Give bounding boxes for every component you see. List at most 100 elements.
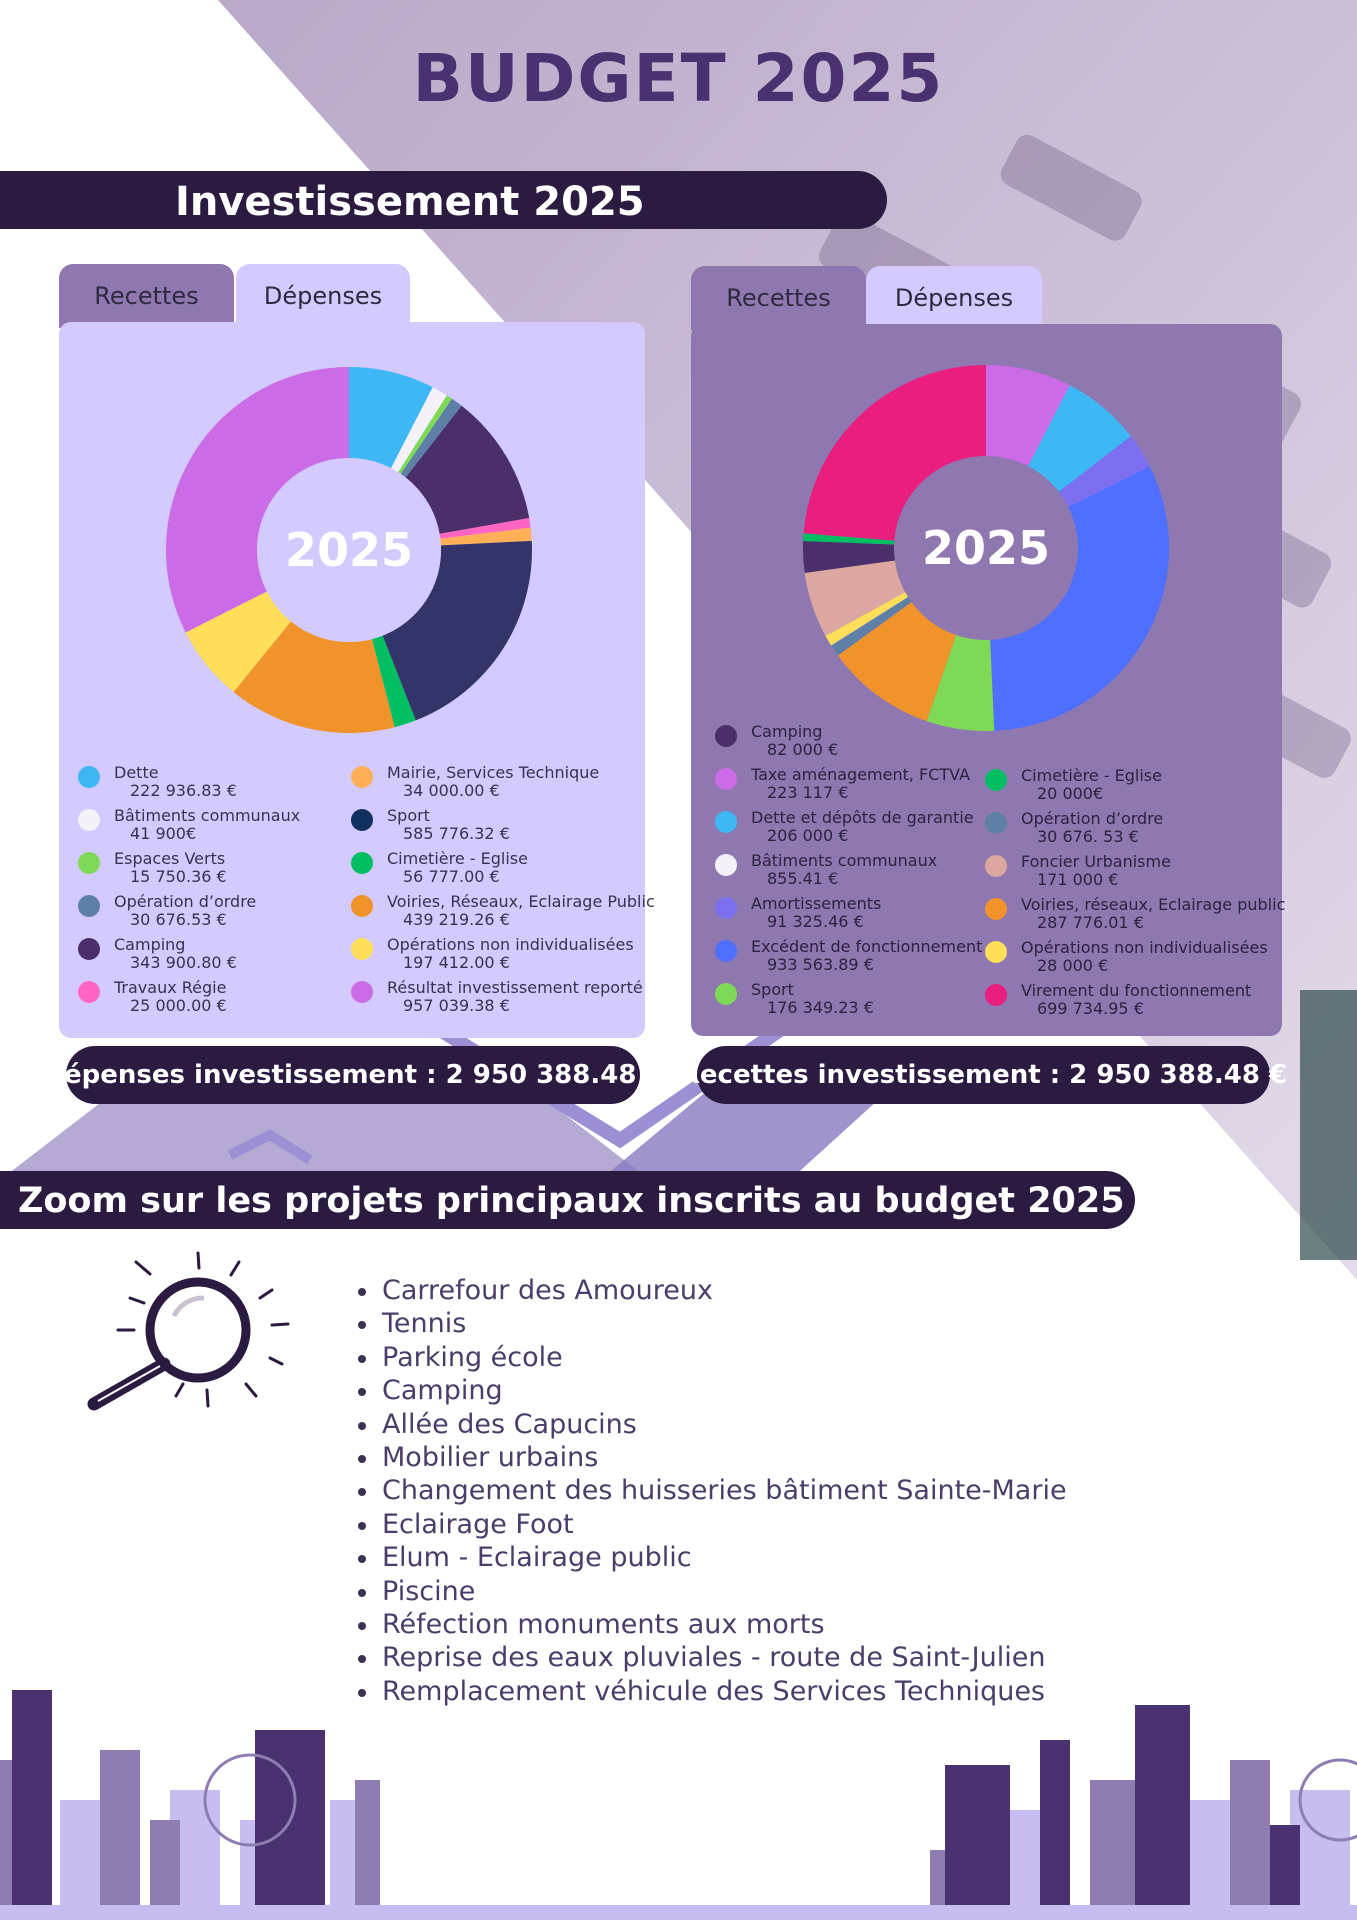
tab-recettes[interactable]: Recettes: [691, 266, 866, 330]
project-item: Eclairage Foot: [352, 1508, 1067, 1541]
project-item: Mobilier urbains: [352, 1441, 1067, 1474]
bullet-icon: [358, 1688, 366, 1697]
legend-label: Travaux Régie: [114, 978, 227, 997]
recettes-panel: Recettes Dépenses 2025 Camping 82 000 € Ta…: [691, 266, 1285, 1036]
legend-swatch: [715, 854, 737, 876]
tab-recettes[interactable]: Recettes: [59, 264, 234, 328]
project-label: Allée des Capucins: [382, 1408, 637, 1440]
legend-value: 439 219.26 €: [403, 910, 510, 929]
bullet-icon: [358, 1421, 366, 1430]
page-title: BUDGET 2025: [412, 40, 945, 117]
legend-value: 176 349.23 €: [767, 998, 874, 1017]
donut-slice-camping: [803, 541, 895, 573]
tab-depenses[interactable]: Dépenses: [236, 264, 410, 328]
section-title: Investissement 2025: [175, 179, 645, 225]
donut-slice-travaux-regie: [439, 518, 531, 539]
project-item: Changement des huisseries bâtiment Saint…: [352, 1474, 1067, 1507]
legend-value: 287 776.01 €: [1037, 913, 1144, 932]
legend-value: 34 000.00 €: [403, 781, 500, 800]
project-label: Remplacement véhicule des Services Techn…: [382, 1675, 1046, 1707]
legend-label: Opération d’ordre: [114, 892, 257, 911]
tab-depenses[interactable]: Dépenses: [866, 266, 1042, 330]
legend-swatch: [78, 766, 100, 788]
legend-swatch: [985, 855, 1007, 877]
bullet-icon: [358, 1588, 366, 1597]
donut-slice-voiries-reseaux-eclairage-public: [837, 602, 957, 722]
legend-label: Virement du fonctionnement: [1021, 981, 1252, 1000]
project-item: Camping: [352, 1374, 1067, 1407]
legend-swatch: [78, 895, 100, 917]
depenses-card: 2025 Dette 222 936.83 € Bâtiments communau…: [59, 322, 655, 1038]
legend-label: Opérations non individualisées: [387, 935, 634, 954]
donut-slice-operation-d-ordre: [831, 597, 912, 656]
project-label: Changement des huisseries bâtiment Saint…: [382, 1475, 1067, 1507]
legend-label: Taxe aménagement, FCTVA: [751, 765, 971, 784]
bullet-icon: [358, 1655, 366, 1664]
donut-slice-resultat-investissement-reporte: [166, 367, 349, 633]
bullet-icon: [358, 1521, 366, 1530]
legend-swatch: [985, 812, 1007, 834]
section-banner-zoom: Zoom sur les projets principaux inscrits…: [0, 1171, 1135, 1229]
bullet-icon: [358, 1388, 366, 1397]
depenses-panel: Recettes Dépenses 2025 Dette 222 936.83 €…: [59, 264, 655, 1038]
legend-label: Mairie, Services Technique: [387, 763, 600, 782]
legend-value: 91 325.46 €: [767, 912, 864, 931]
bullet-icon: [358, 1354, 366, 1363]
legend-value: 28 000 €: [1037, 956, 1109, 975]
legend-value: 56 777.00 €: [403, 867, 500, 886]
donut-slice-cimetiere-eglise: [803, 533, 895, 545]
legend-label: Bâtiments communaux: [751, 851, 938, 870]
project-item: Parking école: [352, 1341, 1067, 1374]
legend-value: 25 000.00 €: [130, 996, 227, 1015]
legend-value: 206 000 €: [767, 826, 849, 845]
donut-slice-voiries-reseaux-eclairage-public: [233, 621, 395, 733]
magnifier-icon: [87, 1251, 290, 1411]
donut-slice-excedent-de-fonctionnement: [990, 466, 1169, 731]
legend-label: Cimetière - Eglise: [387, 849, 528, 868]
project-label: Mobilier urbains: [382, 1442, 599, 1474]
donut-slice-sport: [382, 540, 532, 721]
legend-label: Dette et dépôts de garantie: [751, 808, 974, 827]
legend-label: Opérations non individualisées: [1021, 938, 1268, 957]
project-item: Piscine: [352, 1575, 1067, 1608]
project-label: Carrefour des Amoureux: [382, 1275, 713, 1306]
project-label: Elum - Eclairage public: [382, 1542, 692, 1574]
legend-value: 223 117 €: [767, 783, 849, 802]
legend-swatch: [715, 768, 737, 790]
project-item: Reprise des eaux pluviales - route de Sa…: [352, 1641, 1067, 1674]
donut-slice-operations-non-individualisees: [185, 591, 291, 692]
legend-swatch: [78, 852, 100, 874]
legend-swatch: [985, 941, 1007, 963]
legend-swatch: [78, 981, 100, 1003]
donut-slice-operations-non-individualisees: [825, 592, 909, 646]
project-item: Elum - Eclairage public: [352, 1541, 1067, 1574]
legend-swatch: [351, 895, 373, 917]
legend-label: Camping: [751, 722, 823, 741]
legend-label: Camping: [114, 935, 186, 954]
legend-swatch: [351, 981, 373, 1003]
donut-slice-batiments-communaux: [830, 596, 909, 646]
project-item: Allée des Capucins: [352, 1408, 1067, 1441]
project-list: Carrefour des Amoureux Tennis Parking écol…: [352, 1274, 1067, 1708]
legend-label: Excédent de fonctionnement: [751, 937, 983, 956]
legend-swatch: [985, 898, 1007, 920]
legend-value: 933 563.89 €: [767, 955, 874, 974]
legend-value: 197 412.00 €: [403, 953, 510, 972]
bullet-icon: [358, 1555, 366, 1564]
legend-value: 855.41 €: [767, 869, 839, 888]
legend-value: 171 000 €: [1037, 870, 1119, 889]
legend-swatch: [351, 938, 373, 960]
legend-label: Cimetière - Eglise: [1021, 766, 1162, 785]
legend-swatch: [715, 983, 737, 1005]
recettes-card: 2025 Camping 82 000 € Taxe aménagement, FC…: [691, 324, 1285, 1036]
legend-swatch: [715, 897, 737, 919]
legend-label: Espaces Verts: [114, 849, 226, 868]
recettes-total-pill: Recettes investissement : 2 950 388.48 €: [680, 1046, 1287, 1104]
donut-slice-batiments-communaux: [391, 387, 447, 473]
legend-value: 957 039.38 €: [403, 996, 510, 1015]
project-item: Tennis: [352, 1307, 1067, 1340]
legend-value: 15 750.36 €: [130, 867, 227, 886]
project-item: Carrefour des Amoureux: [352, 1274, 1067, 1307]
donut-slice-dette: [349, 367, 433, 469]
project-label: Parking école: [382, 1341, 563, 1373]
